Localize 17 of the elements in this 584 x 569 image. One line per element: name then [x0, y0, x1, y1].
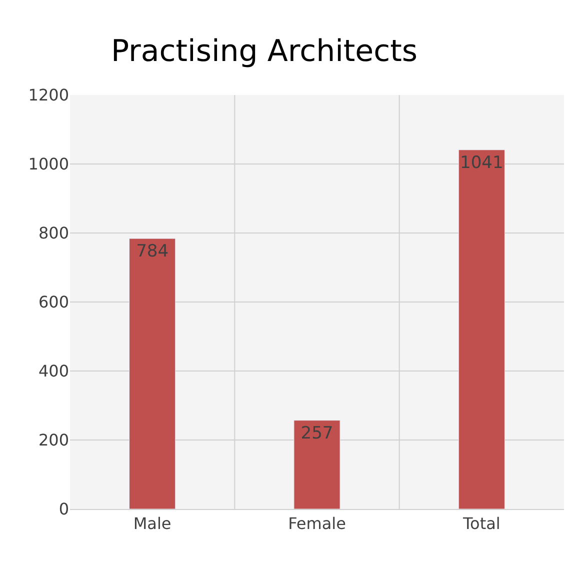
- x-tick-label: Male: [133, 514, 172, 534]
- data-label: 784: [136, 242, 169, 262]
- y-tick-label: 1200: [28, 86, 69, 105]
- data-label: 257: [300, 423, 334, 444]
- chart-title: Practising Architects: [110, 34, 418, 69]
- data-label: 1041: [460, 152, 504, 173]
- y-tick-label: 200: [38, 430, 69, 450]
- y-tick-label: 400: [38, 362, 69, 381]
- y-tick-label: 600: [38, 292, 69, 312]
- y-tick-label: 0: [58, 500, 69, 519]
- bar: [294, 420, 340, 509]
- bar: [129, 238, 176, 509]
- bar: [458, 150, 505, 509]
- x-tick-label: Female: [288, 514, 346, 534]
- y-tick-label: 800: [38, 224, 69, 243]
- x-tick-label: Total: [462, 514, 500, 534]
- y-tick-label: 1000: [28, 154, 69, 174]
